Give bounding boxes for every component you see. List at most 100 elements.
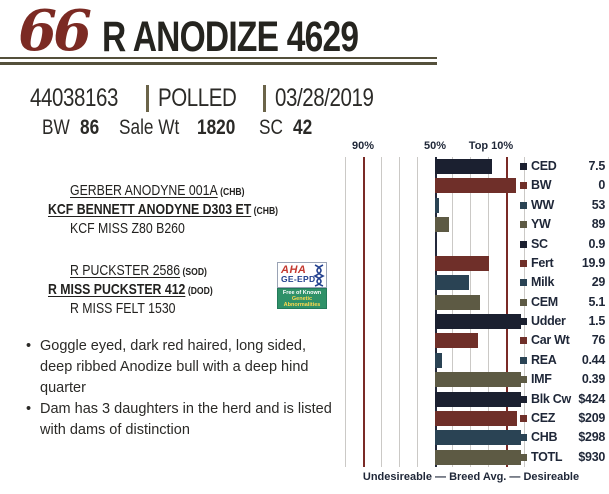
separator-bar [146, 85, 150, 112]
chart-row: Fert 19.9 [345, 254, 607, 273]
trait-label: BW [531, 178, 552, 193]
trait-label: CHB [531, 430, 558, 445]
horn-status: POLLED [158, 84, 237, 112]
trait-value: 5.1 [588, 294, 606, 309]
trait-value: $930 [578, 449, 605, 464]
chart-row: CHB $298 [345, 428, 607, 447]
percentile-bar [435, 410, 518, 426]
axis-label: 50% [423, 140, 447, 152]
dam-group: R PUCKSTER 2586 (SOD) R MISS PUCKSTER 412… [48, 262, 328, 318]
badge-line1: Free of Known [282, 290, 322, 296]
sire-sire-designation: (CHB) [220, 186, 245, 198]
page-header: 66 R ANODIZE 4629 [18, 0, 430, 65]
note-item: Dam has 3 daughters in the herd and is l… [24, 399, 336, 441]
percentile-bar [435, 159, 493, 174]
percentile-bar [435, 197, 439, 213]
sire-group: GERBER ANODYNE 001A (CHB) KCF BENNETT ANO… [48, 182, 328, 238]
ge-epd-logo-text: GE-EPD [281, 274, 316, 284]
trait-label: CEM [531, 294, 558, 309]
dna-helix-icon [313, 264, 325, 287]
legend-marker [520, 453, 527, 461]
trait-value: 19.9 [581, 255, 605, 270]
chart-row: CED 7.5 [345, 157, 607, 176]
percentile-bar [435, 372, 521, 388]
chart-row: BW 0 [345, 176, 607, 195]
chart-row: Car Wt 76 [345, 331, 607, 350]
breed-avg-line [434, 157, 437, 467]
percentile-bar [435, 294, 480, 310]
legend-marker [520, 414, 527, 422]
trait-value: $298 [578, 430, 605, 445]
legend-marker [520, 337, 527, 345]
trait-value: $209 [578, 410, 605, 425]
chart-row: REA 0.44 [345, 351, 607, 370]
trait-value: 1.5 [588, 314, 606, 328]
legend-marker [520, 221, 527, 229]
trait-value: $424 [578, 391, 605, 406]
dam-designation: (DOD) [187, 285, 213, 297]
chart-row: Milk 29 [345, 273, 607, 292]
legend-marker [520, 318, 527, 325]
legend-marker [520, 163, 527, 170]
legend-marker [520, 434, 527, 442]
birth-date: 03/28/2019 [274, 84, 374, 112]
gridline [416, 157, 418, 467]
badge-line2: Genetic [291, 296, 313, 302]
percentile-bar [435, 217, 450, 233]
percentile-bar [435, 430, 521, 446]
legend-marker [520, 201, 527, 209]
sire-designation: (CHB) [253, 205, 279, 217]
chart-row: WW 53 [345, 196, 607, 215]
legend-marker [520, 356, 527, 364]
legend-marker [520, 259, 527, 267]
trait-label: Car Wt [531, 333, 570, 348]
bw-label: BW [42, 116, 70, 139]
dam-sire-designation: (SOD) [182, 266, 207, 278]
chart-row: TOTL $930 [345, 448, 607, 467]
stats-line: BW 86 Sale Wt 1820 SC 42 [42, 116, 332, 140]
axis-label: 90% [351, 140, 375, 152]
trait-value: 0.44 [581, 352, 605, 367]
dam-name: R MISS PUCKSTER 412 [48, 281, 186, 298]
trait-label: CEZ [531, 410, 556, 425]
animal-name-title: R ANODIZE 4629 [101, 12, 359, 61]
legend-marker [520, 298, 527, 306]
trait-value: 29 [591, 275, 606, 290]
trait-value: 0.39 [581, 372, 605, 387]
trait-value: 76 [591, 333, 606, 348]
chart-row: IMF 0.39 [345, 370, 607, 389]
trait-label: Fert [531, 255, 554, 270]
chart-row: Blk Cw $424 [345, 390, 607, 409]
gridline [470, 157, 472, 467]
trait-label: Blk Cw [531, 391, 571, 406]
chart-row: CEM 5.1 [345, 293, 607, 312]
chart-footer-caption: Undesireable — Breed Avg. — Desireable [362, 471, 580, 483]
trait-label: TOTL [531, 449, 563, 464]
note-item: Goggle eyed, dark red haired, long sided… [24, 336, 336, 399]
gridline [345, 157, 346, 467]
epd-percentile-chart: Undesireable — Breed Avg. — Desireable 9… [345, 140, 607, 488]
percentile-bar [435, 352, 443, 368]
trait-label: SC [531, 236, 548, 251]
percentile-bar [435, 255, 489, 271]
trait-value: 53 [591, 197, 606, 212]
gridline [524, 157, 525, 467]
trait-value: 0 [598, 178, 605, 193]
legend-marker [520, 376, 527, 384]
legend-marker [520, 279, 527, 287]
chart-row: CEZ $209 [345, 409, 607, 428]
pedigree-block: GERBER ANODYNE 001A (CHB) KCF BENNETT ANO… [48, 182, 328, 318]
percentile-bar [435, 391, 521, 407]
sc-value: 42 [292, 116, 312, 139]
lot-number: 66 [18, 0, 92, 65]
trait-label: REA [531, 352, 557, 367]
trait-label: YW [531, 217, 551, 232]
header-rule-top [0, 57, 437, 59]
salewt-label: Sale Wt [119, 116, 180, 139]
chart-row: SC 0.9 [345, 235, 607, 254]
sire-dam-name: KCF MISS Z80 B260 [70, 220, 185, 237]
sire-name: KCF BENNETT ANODYNE D303 ET [48, 201, 252, 218]
percentile-bar [435, 449, 521, 465]
dam-dam-name: R MISS FELT 1530 [70, 300, 176, 317]
trait-label: WW [531, 197, 554, 212]
